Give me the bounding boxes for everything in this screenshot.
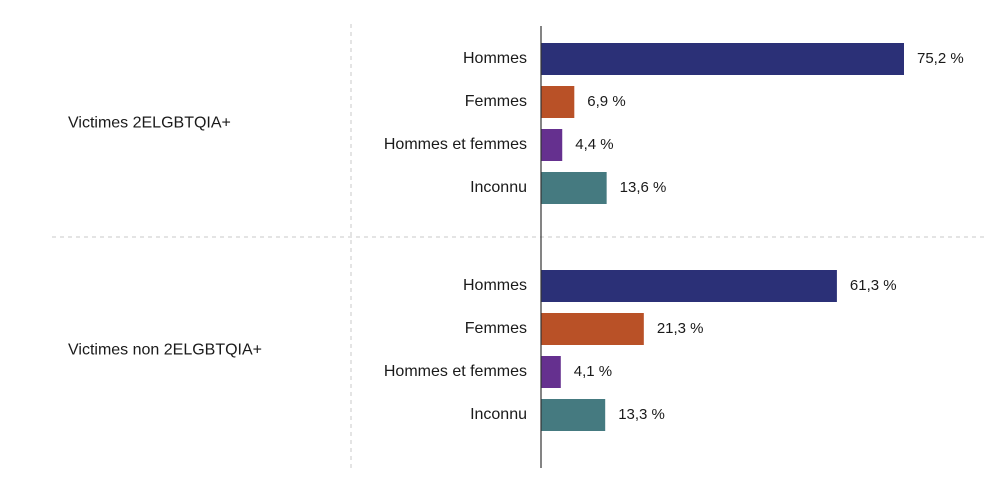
category-label: Inconnu <box>470 179 527 196</box>
bar <box>541 172 607 204</box>
category-label: Inconnu <box>470 406 527 423</box>
data-label: 21,3 % <box>657 320 704 337</box>
data-label: 4,4 % <box>575 136 613 153</box>
category-label: Hommes et femmes <box>384 363 527 380</box>
bar <box>541 129 563 161</box>
bar <box>541 356 561 388</box>
chart-marks: Victimes 2ELGBTQIA+ Hommes 75,2 % Femmes 6,9… <box>68 43 964 431</box>
group-label: Victimes 2ELGBTQIA+ <box>68 115 231 132</box>
bar <box>541 86 575 118</box>
category-label: Hommes et femmes <box>384 136 527 153</box>
data-label: 13,3 % <box>618 406 665 423</box>
bar <box>541 313 644 345</box>
group-label: Victimes non 2ELGBTQIA+ <box>68 342 262 359</box>
data-label: 61,3 % <box>850 277 897 294</box>
data-label: 75,2 % <box>917 50 964 67</box>
category-label: Femmes <box>465 93 527 110</box>
data-label: 4,1 % <box>574 363 612 380</box>
bar <box>541 43 904 75</box>
category-label: Femmes <box>465 320 527 337</box>
category-label: Hommes <box>463 277 527 294</box>
bar <box>541 399 606 431</box>
bar <box>541 270 837 302</box>
category-label: Hommes <box>463 50 527 67</box>
data-label: 13,6 % <box>620 179 667 196</box>
data-label: 6,9 % <box>587 93 625 110</box>
